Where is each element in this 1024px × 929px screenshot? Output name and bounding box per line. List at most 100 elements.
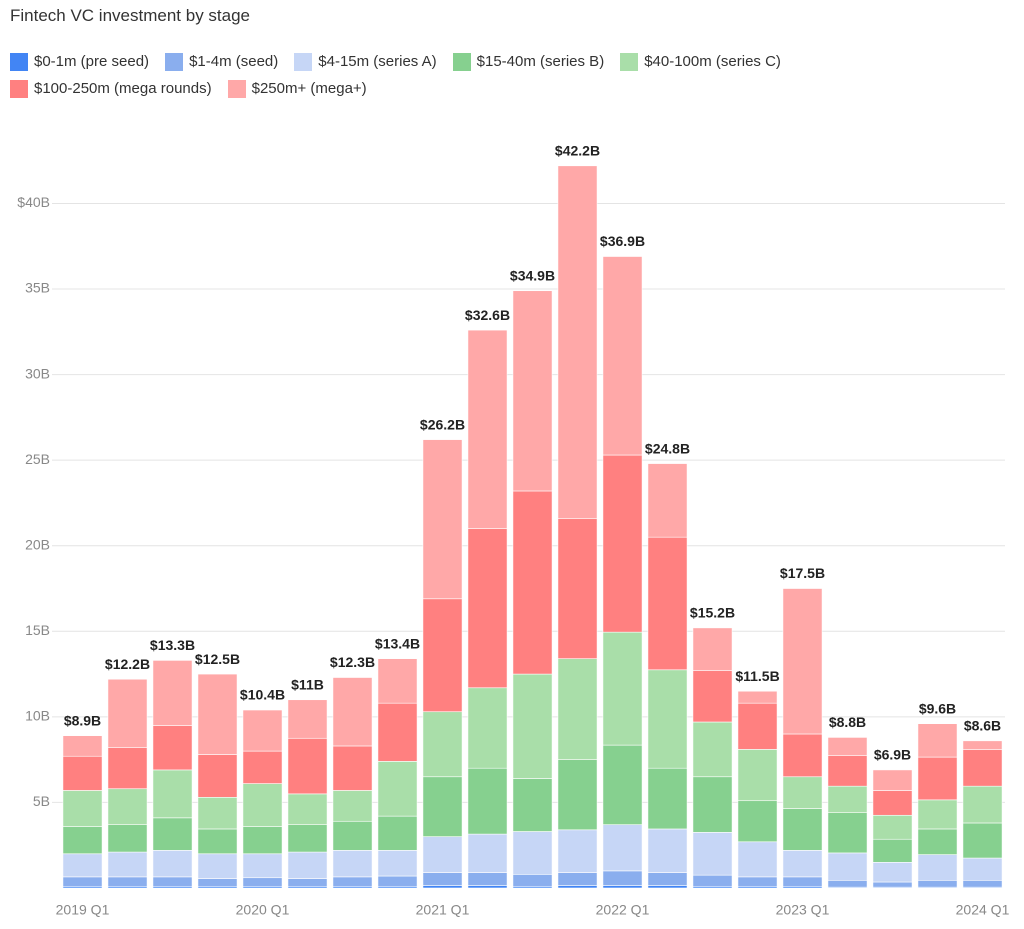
y-tick-label: 15B xyxy=(25,622,50,638)
bar-segment xyxy=(152,850,193,878)
bar-segment xyxy=(287,699,328,739)
bar-segment xyxy=(197,796,238,830)
bar-segment xyxy=(62,826,103,855)
bar-segment xyxy=(107,747,148,790)
bar-segment xyxy=(242,826,283,855)
y-tick-label: 35B xyxy=(25,280,50,296)
bar-segment xyxy=(467,767,508,835)
bar-segment xyxy=(737,702,778,750)
total-label: $13.4B xyxy=(375,635,420,651)
bar-segment xyxy=(602,631,643,746)
bar-segment xyxy=(692,832,733,876)
total-label: $13.3B xyxy=(150,637,195,653)
bar-segment xyxy=(692,721,733,778)
bar-segment xyxy=(962,879,1003,888)
legend-item: $4-15m (series A) xyxy=(294,48,437,75)
bar-segment xyxy=(242,853,283,879)
bar-segment xyxy=(782,876,823,887)
total-label: $17.5B xyxy=(780,565,825,581)
bar-segment xyxy=(737,690,778,704)
bar-segment xyxy=(107,824,148,853)
legend-swatch xyxy=(227,79,246,98)
bar-segment xyxy=(422,885,463,889)
bar-segment xyxy=(602,744,643,825)
bar-segment xyxy=(512,490,553,675)
bar-segment xyxy=(332,876,373,887)
bar-segment xyxy=(332,790,373,822)
bar-segment xyxy=(512,778,553,832)
bar-segment xyxy=(287,851,328,879)
bar-segment xyxy=(332,745,373,791)
bar-segment xyxy=(962,857,1003,881)
bar-segment xyxy=(782,733,823,778)
bar-segment xyxy=(872,769,913,791)
legend-item: $15-40m (series B) xyxy=(452,48,604,75)
bar-segment xyxy=(602,885,643,889)
chart-title: Fintech VC investment by stage xyxy=(10,6,251,25)
bar-segment xyxy=(602,870,643,886)
bar-segment xyxy=(827,737,868,756)
bar-segment xyxy=(512,831,553,875)
bar-segment xyxy=(152,769,193,819)
bar-segment xyxy=(512,290,553,492)
bar-segment xyxy=(197,673,238,755)
bar-segment xyxy=(872,881,913,888)
bar-segment xyxy=(467,528,508,689)
legend-label: $4-15m (series A) xyxy=(318,53,437,70)
legend-swatch xyxy=(294,52,313,71)
legend-swatch xyxy=(10,52,28,71)
bar-segment xyxy=(602,256,643,456)
legend-swatch xyxy=(452,52,471,71)
total-label: $34.9B xyxy=(510,267,555,283)
bar-segment xyxy=(107,678,148,748)
x-tick-label: 2020 Q1 xyxy=(236,902,290,918)
bar-segment xyxy=(287,878,328,887)
bar-segment xyxy=(692,627,733,671)
bar-segment xyxy=(647,828,688,873)
bar-segment xyxy=(332,850,373,878)
total-label: $42.2B xyxy=(555,143,600,159)
bar-segment xyxy=(467,885,508,889)
bar-segment xyxy=(602,824,643,872)
bar-segment xyxy=(152,817,193,851)
bar-segment xyxy=(332,820,373,851)
bar-segment xyxy=(647,463,688,538)
bar-segment xyxy=(107,876,148,887)
total-label: $15.2B xyxy=(690,605,735,621)
bar-segment xyxy=(647,767,688,830)
bar-segment xyxy=(782,776,823,809)
bar-segment xyxy=(917,879,958,888)
y-tick-label: 30B xyxy=(25,365,50,381)
legend-item: $1-4m (seed) xyxy=(165,48,278,75)
total-label: $9.6B xyxy=(919,700,956,716)
bar-segment xyxy=(917,799,958,830)
y-tick-label: 25B xyxy=(25,451,50,467)
x-tick-label: 2019 Q1 xyxy=(56,902,110,918)
bar-segment xyxy=(557,658,598,760)
bar-segment xyxy=(422,711,463,778)
legend-label: $40-100m (series C) xyxy=(644,53,781,70)
bar-segment xyxy=(62,876,103,887)
bar-segment xyxy=(62,853,103,878)
bar-segment xyxy=(152,725,193,771)
legend-item: $40-100m (series C) xyxy=(620,48,781,75)
bar-segment xyxy=(647,885,688,889)
bar-segment xyxy=(197,878,238,887)
bar-segment xyxy=(467,687,508,769)
legend-swatch xyxy=(165,52,184,71)
bar-segment xyxy=(467,833,508,873)
bar-segment xyxy=(917,756,958,801)
total-label: $24.8B xyxy=(645,440,690,456)
bar-segment xyxy=(197,853,238,879)
bar-segment xyxy=(782,850,823,878)
bar-segment xyxy=(872,790,913,816)
bar-segment xyxy=(557,518,598,659)
bar-segment xyxy=(647,536,688,671)
total-label: $12.5B xyxy=(195,651,240,667)
bar-segment xyxy=(467,872,508,886)
bar-segment xyxy=(512,673,553,779)
bar-segment xyxy=(692,874,733,887)
bar-segment xyxy=(377,875,418,887)
bar-segment xyxy=(917,854,958,881)
legend-item: $100-250m (mega rounds) xyxy=(10,75,212,102)
